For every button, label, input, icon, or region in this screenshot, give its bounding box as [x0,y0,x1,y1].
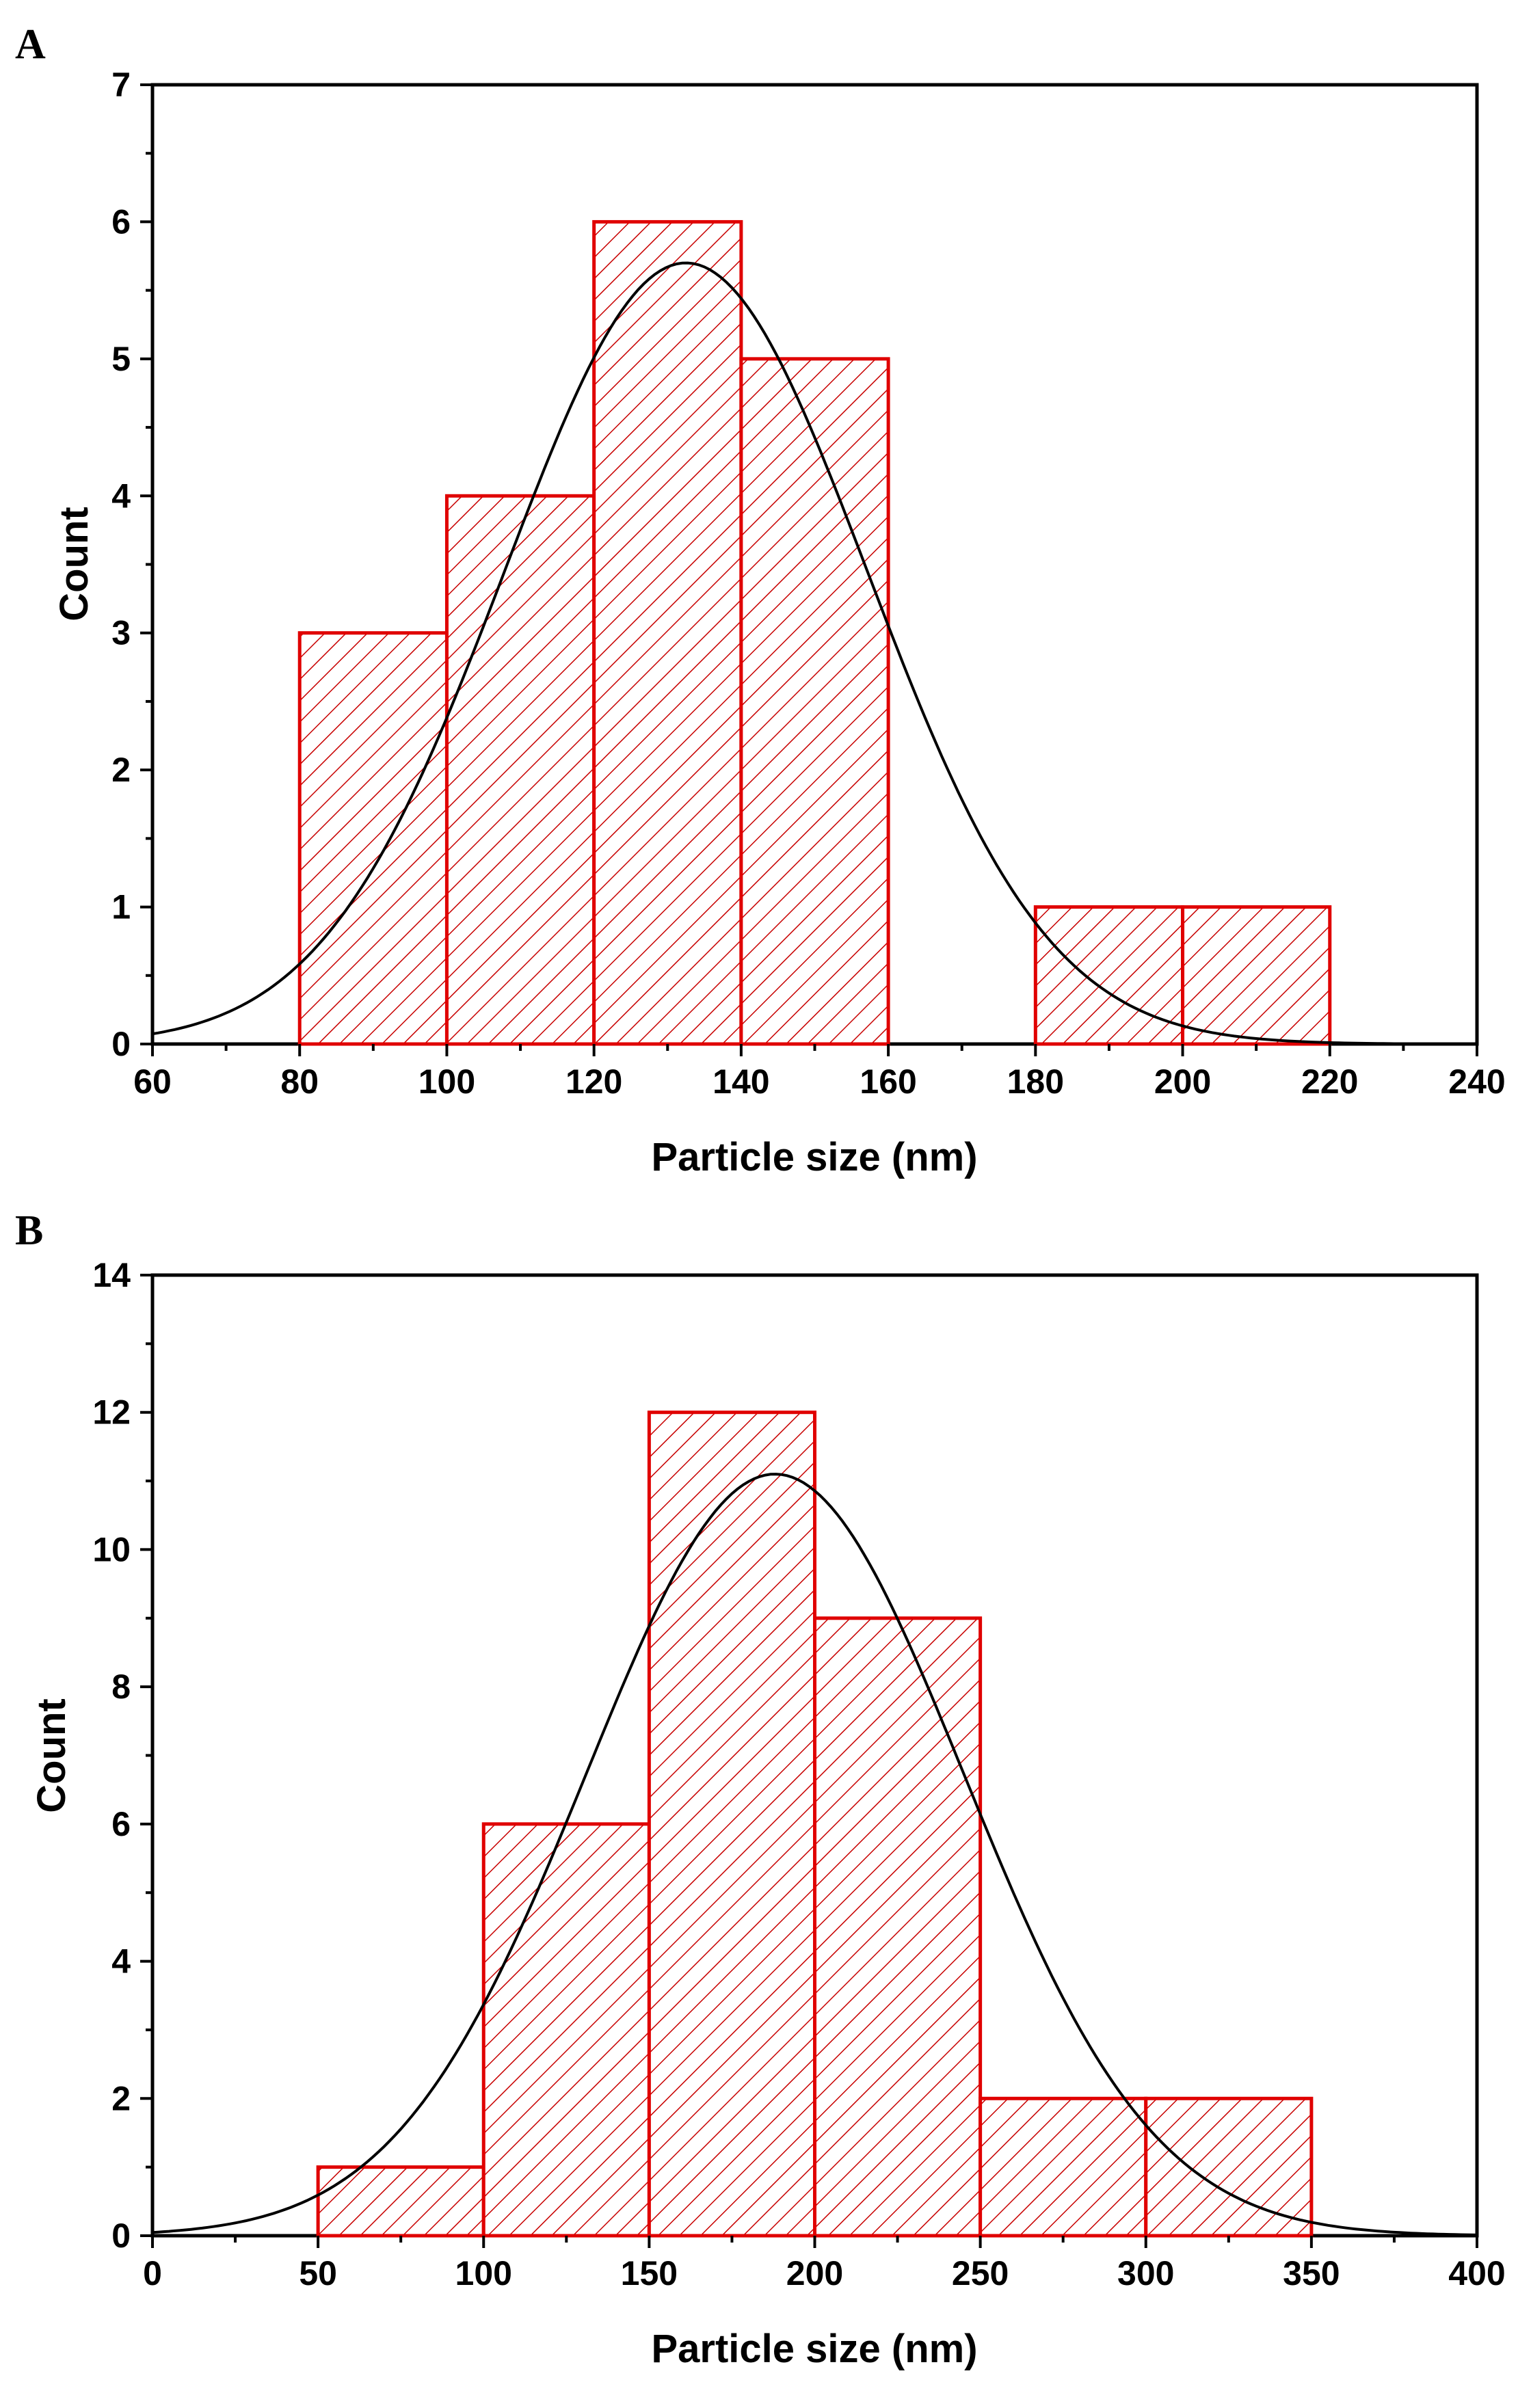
x-tick-label: 200 [1154,1062,1211,1101]
histogram-bar-4 [813,1616,983,2238]
panel-b: B 0 2 4 6 8 10 12 14 0 50 100 150 200 250 300 350 400 C… [15,1207,1506,2371]
y-tick-label: 4 [111,1942,131,1981]
x-tick-label: 350 [1283,2254,1340,2292]
y-tick-label: 6 [111,1805,131,1843]
y-tick-label: 5 [111,340,131,378]
histogram-bar-2 [444,494,596,1046]
x-tick-label: 240 [1448,1062,1505,1101]
panel-label: A [15,21,46,68]
normal-fit-curve [152,1473,1478,2236]
y-tick-label: 4 [111,477,131,515]
histogram-bar-6 [1144,2096,1314,2238]
x-tick-label: 80 [280,1062,319,1101]
histogram-bar-6 [1181,905,1332,1046]
histogram-bar-1 [297,631,449,1046]
x-tick-label: 140 [713,1062,769,1101]
x-tick-label: 100 [418,1062,475,1101]
x-tick-label: 400 [1448,2254,1505,2292]
bars [297,219,1332,1046]
y-tick-label: 3 [111,614,131,652]
x-tick-label: 200 [786,2254,843,2292]
x-tick-label: 250 [952,2254,1009,2292]
y-tick-label: 12 [92,1393,131,1432]
x-tick-label: 160 [860,1062,916,1101]
x-tick-label: 220 [1301,1062,1358,1101]
x-axis-title: Particle size (nm) [651,1135,977,1179]
normal-fit-curve [152,261,1477,1045]
x-axis-title: Particle size (nm) [651,2327,977,2371]
x-tick-label: 100 [455,2254,512,2292]
x-tick-label: 50 [299,2254,337,2292]
x-tick-label: 120 [565,1062,622,1101]
x-tick-label: 60 [133,1062,172,1101]
y-ticks: 0 1 2 3 4 5 6 7 [111,66,152,1063]
histogram-bar-3 [647,1410,816,2238]
panel-label: B [15,1207,43,1254]
y-tick-label: 2 [111,751,131,789]
y-tick-label: 0 [111,1025,131,1063]
y-tick-label: 6 [111,202,131,241]
x-tick-label: 180 [1007,1062,1064,1101]
histogram-bar-2 [481,1822,651,2238]
histogram-bar-5 [978,2096,1148,2238]
x-tick-label: 300 [1117,2254,1174,2292]
x-ticks: 60 80 100 120 140 160 180 200 220 240 [133,1044,1506,1101]
y-axis-title: Count [52,507,96,621]
bars [316,1410,1314,2238]
y-tick-label: 7 [111,66,131,104]
y-tick-label: 14 [92,1256,131,1294]
histogram-bar-1 [316,2165,485,2238]
x-ticks: 0 50 100 150 200 250 300 350 400 [143,2236,1506,2292]
y-tick-label: 2 [111,2079,131,2117]
histogram-bar-4 [739,357,890,1046]
y-tick-label: 8 [111,1668,131,1706]
y-ticks: 0 2 4 6 8 10 12 14 [92,1256,152,2255]
y-tick-label: 1 [111,888,131,926]
histogram-bar-5 [1033,905,1185,1046]
y-axis-title: Count [29,1698,74,1813]
x-tick-label: 150 [621,2254,678,2292]
x-tick-label: 0 [143,2254,162,2292]
y-tick-label: 0 [111,2217,131,2255]
histogram-bar-3 [592,219,743,1046]
y-tick-label: 10 [92,1530,131,1568]
